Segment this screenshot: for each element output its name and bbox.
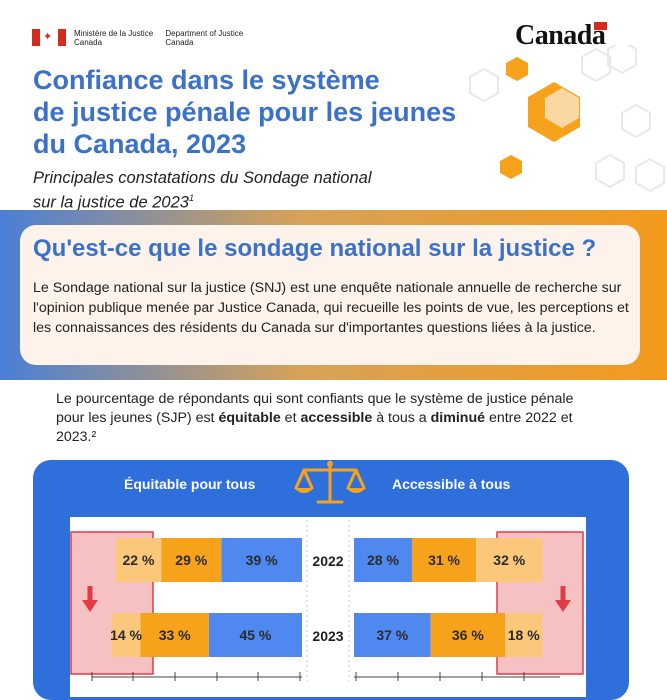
ministry-en-line1: Department of Justice: [165, 29, 244, 38]
year-label-2023: 2023: [312, 628, 343, 644]
label-equitable-2022-seg2: 39 %: [246, 552, 278, 568]
canada-flag-icon: [32, 29, 66, 46]
label-accessible-2022-seg2: 32 %: [493, 552, 525, 568]
wordmark-text: Canada: [515, 20, 606, 51]
bar-equitable-2022-seg0: [115, 538, 162, 582]
decrease-arrow-right-icon-shaft: [560, 586, 566, 602]
chart-title-accessible: Accessible à tous: [392, 476, 511, 492]
bar-equitable-2022-seg2: [221, 538, 302, 582]
lead-text-1: Le pourcentage de répondants qui sont co…: [56, 391, 574, 426]
label-equitable-2023-seg2: 45 %: [239, 627, 271, 643]
label-equitable-2022-seg1: 29 %: [175, 552, 207, 568]
confidence-chart: 39 % 29 % 22 % 45 % 33 % 14 % 28 % 31 % 32 % 37 %…: [70, 520, 584, 681]
lead-bold-3: diminué: [430, 410, 486, 426]
year-label-2022: 2022: [312, 553, 343, 569]
ministry-fr-line1: Ministère de la Justice: [74, 29, 154, 38]
bar-equitable-2023-seg0: [111, 613, 141, 657]
department-name: Ministère de la Justice Canada Department…: [74, 29, 253, 47]
label-accessible-2023-seg0: 37 %: [376, 627, 408, 643]
label-equitable-2022-seg0: 22 %: [123, 552, 155, 568]
label-accessible-2023-seg1: 36 %: [452, 627, 484, 643]
survey-heading: Qu'est-ce que le sondage national sur la…: [33, 235, 597, 262]
chart-title-equitable: Équitable pour tous: [124, 476, 256, 492]
canada-wordmark: Canada: [515, 20, 608, 52]
bar-accessible-2022-seg0: [354, 538, 412, 582]
scales-of-justice-icon: [294, 460, 366, 504]
lead-text-3: à tous a: [372, 410, 431, 426]
bar-equitable-2023-seg1: [140, 613, 209, 657]
title-line-3: du Canada, 2023: [33, 129, 247, 159]
label-accessible-2022-seg0: 28 %: [367, 552, 399, 568]
footnote-marker: 1: [188, 193, 194, 203]
decrease-arrow-left-icon-head: [82, 600, 98, 612]
decrease-arrow-left-icon-shaft: [87, 586, 93, 602]
finding-statement: Le pourcentage de répondants qui sont co…: [56, 390, 576, 447]
ministry-fr-line2: Canada: [74, 38, 103, 47]
bar-accessible-2023-seg1: [430, 613, 506, 657]
page-title: Confiance dans le système de justice pén…: [33, 64, 473, 160]
wordmark-flag-icon: [594, 22, 608, 30]
subtitle-line-2: sur la justice de 2023: [33, 193, 189, 212]
hexagon-decoration: [469, 45, 665, 193]
decrease-arrow-right-icon-head: [555, 600, 571, 612]
label-equitable-2023-seg0: 14 %: [110, 627, 142, 643]
page-subtitle: Principales constatations du Sondage nat…: [33, 168, 433, 213]
bar-equitable-2022-seg1: [161, 538, 222, 582]
bar-accessible-2022-seg1: [411, 538, 477, 582]
bar-accessible-2023-seg2: [505, 613, 543, 657]
lead-text-4: entre 2022 et 2023.²: [56, 410, 573, 445]
lead-bold-1: équitable: [218, 410, 281, 426]
lead-bold-2: accessible: [300, 410, 373, 426]
ministry-en-line2: Canada: [165, 38, 194, 47]
title-line-2: de justice pénale pour les jeunes: [33, 97, 457, 127]
label-equitable-2023-seg1: 33 %: [159, 627, 191, 643]
subtitle-line-1: Principales constatations du Sondage nat…: [33, 169, 372, 187]
lead-text-2: et: [280, 410, 301, 426]
survey-info-card: Qu'est-ce que le sondage national sur la…: [20, 225, 640, 365]
bar-equitable-2023-seg2: [208, 613, 302, 657]
label-accessible-2022-seg1: 31 %: [428, 552, 460, 568]
bar-accessible-2022-seg2: [476, 538, 543, 582]
label-accessible-2023-seg2: 18 %: [508, 627, 540, 643]
survey-description: Le Sondage national sur la justice (SNJ)…: [33, 280, 629, 336]
bar-accessible-2023-seg0: [354, 613, 431, 657]
title-line-1: Confiance dans le système: [33, 65, 380, 95]
